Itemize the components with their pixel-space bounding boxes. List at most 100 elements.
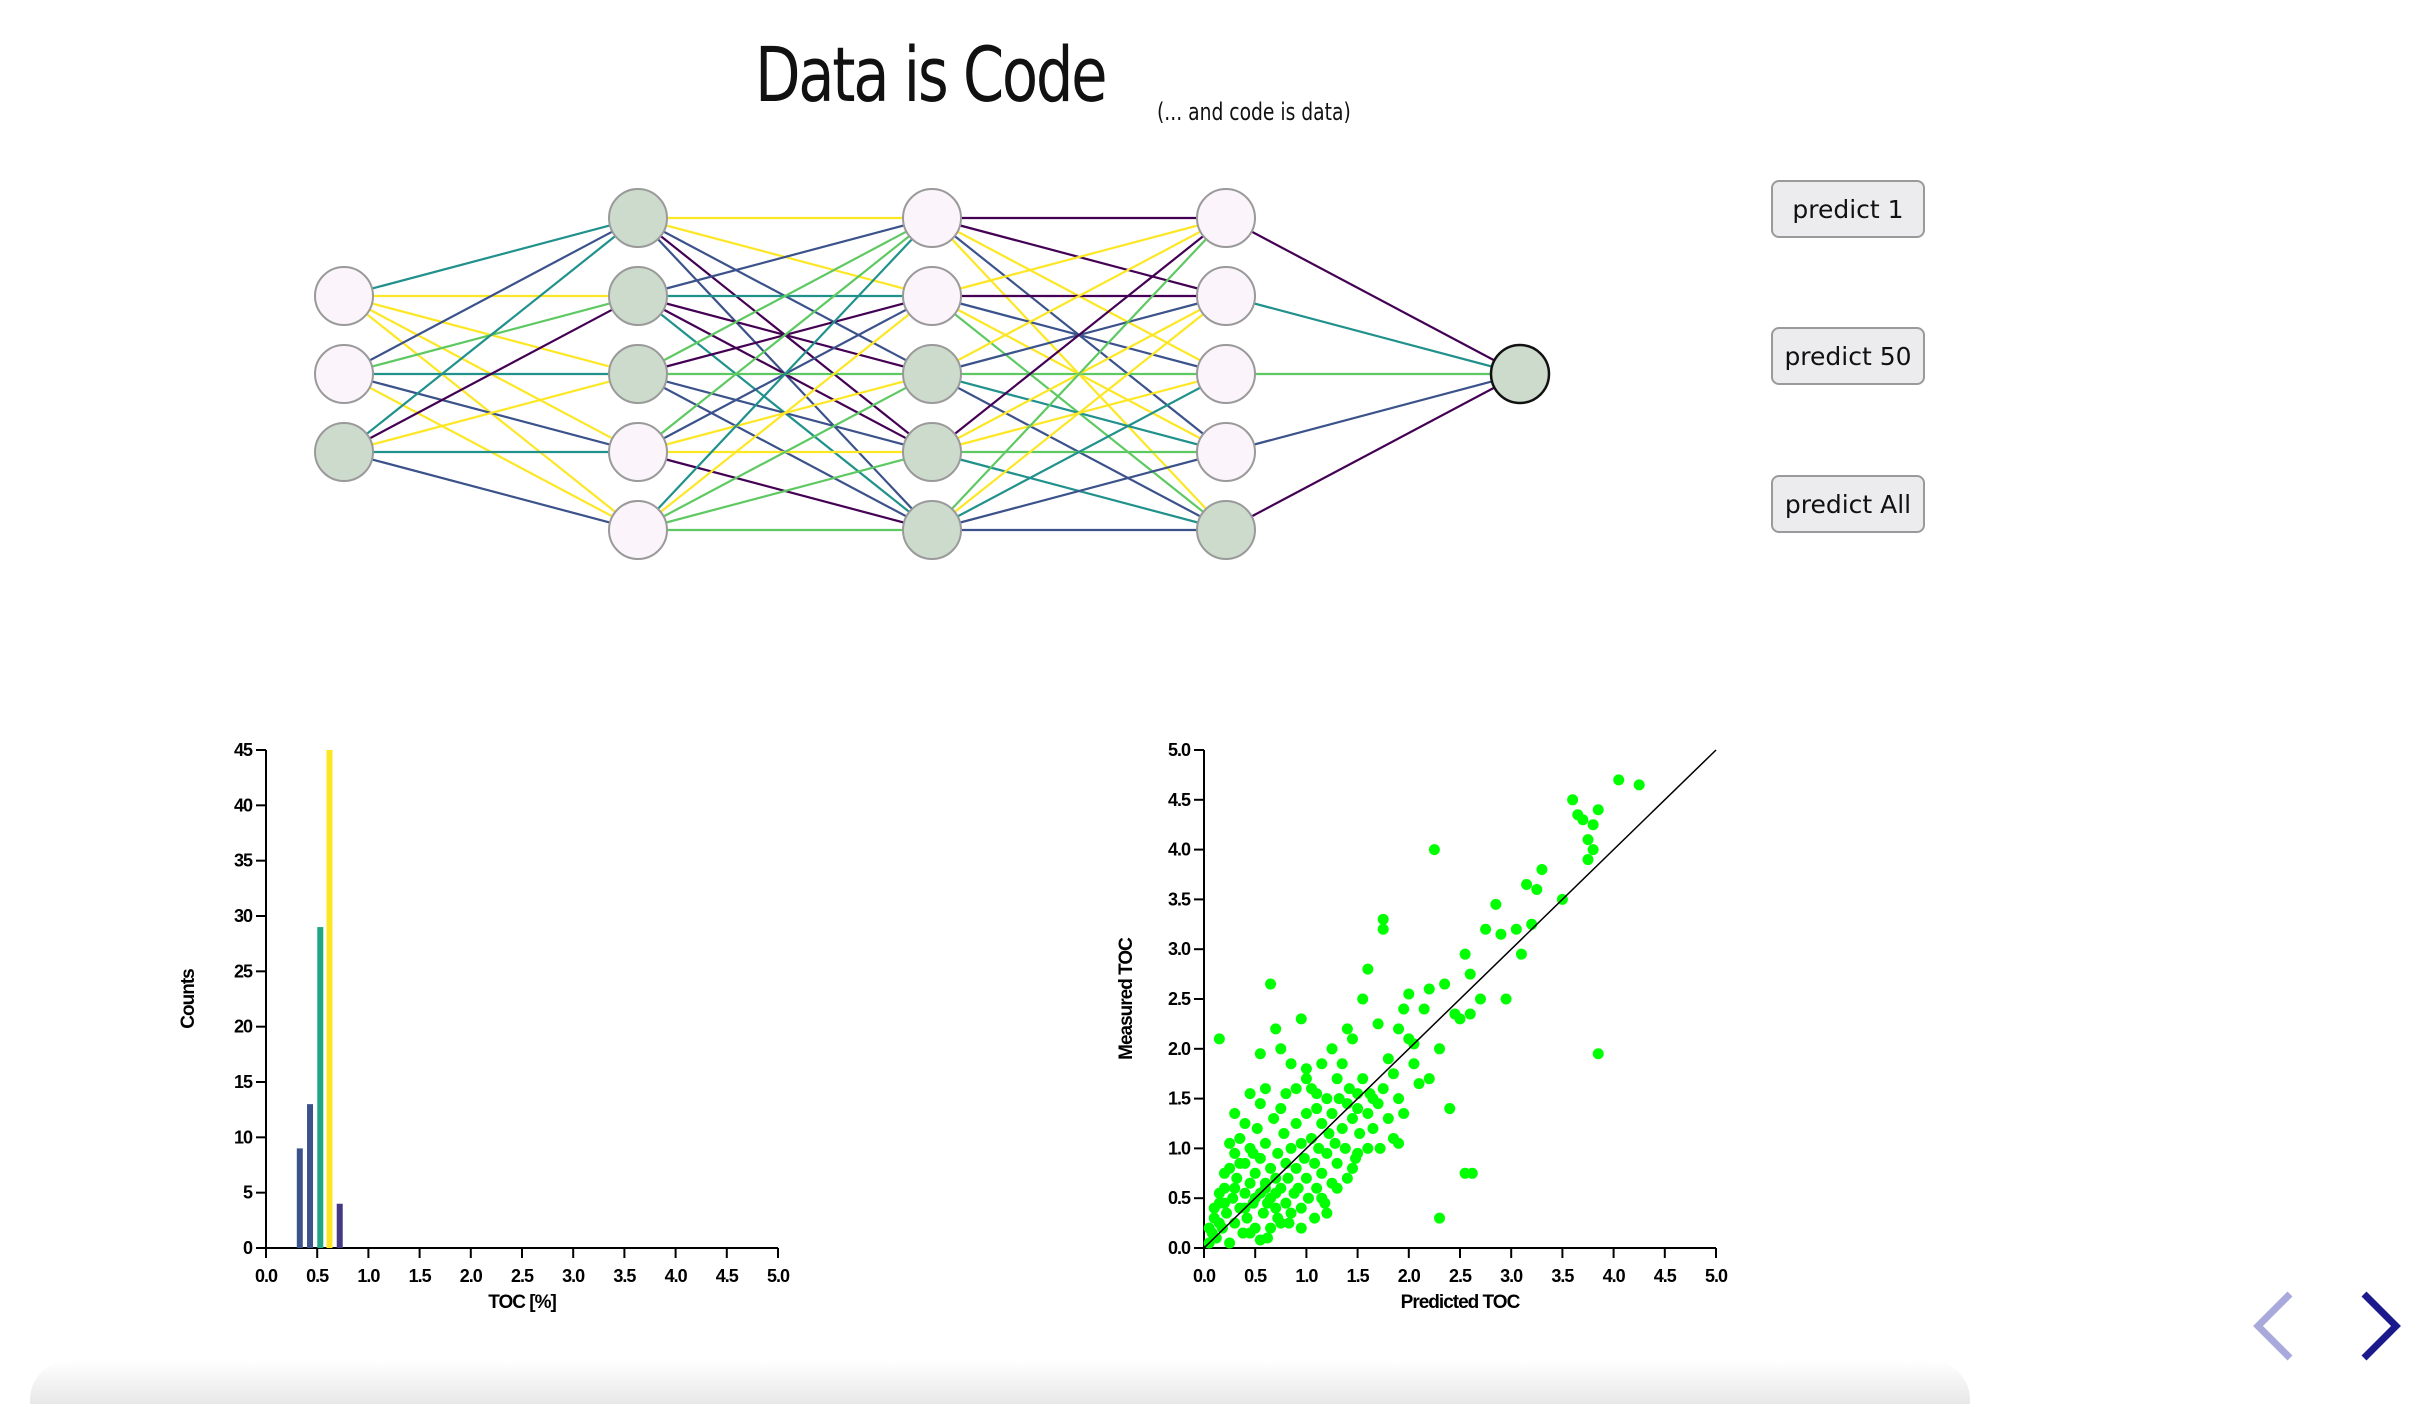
network-edge xyxy=(637,450,933,532)
scatter-point xyxy=(1227,1192,1239,1204)
scatter-x-axis-label: Predicted TOC xyxy=(1401,1292,1521,1313)
scatter-point xyxy=(1265,1222,1277,1234)
scatter-point xyxy=(1341,1172,1353,1184)
scatter-point xyxy=(1311,1103,1323,1115)
network-node xyxy=(1196,344,1256,404)
scatter-x-tick-label: 3.5 xyxy=(1551,1266,1574,1286)
hist-y-tick-label: 0 xyxy=(243,1238,253,1258)
network-edge xyxy=(343,216,639,298)
network-node xyxy=(902,422,962,482)
histogram-bar xyxy=(296,1148,303,1248)
network-edge xyxy=(637,295,933,531)
scatter-point xyxy=(1302,1192,1314,1204)
scatter-y-tick-label: 4.0 xyxy=(1168,840,1191,860)
scatter-point xyxy=(1341,1023,1353,1035)
hist-y-tick-label: 30 xyxy=(234,906,253,926)
scatter-point xyxy=(1224,1137,1236,1149)
predict-1-button[interactable]: predict 1 xyxy=(1771,180,1925,238)
scatter-point xyxy=(1244,1227,1256,1239)
hist-x-tick-label: 4.5 xyxy=(716,1266,739,1286)
scatter-point xyxy=(1382,1053,1394,1065)
scatter-point xyxy=(1408,1058,1420,1070)
scatter-point xyxy=(1357,1073,1369,1085)
scatter-point xyxy=(1306,1132,1318,1144)
histogram-bar xyxy=(326,750,333,1248)
scatter-point xyxy=(1272,1212,1284,1224)
hist-y-tick-label: 15 xyxy=(234,1072,253,1092)
scatter-point xyxy=(1259,1083,1271,1095)
scatter-point xyxy=(1316,1192,1328,1204)
scatter-point xyxy=(1336,1058,1348,1070)
predict-50-button[interactable]: predict 50 xyxy=(1771,327,1925,385)
scatter-y-tick-label: 1.5 xyxy=(1168,1089,1191,1109)
scatter-point xyxy=(1229,1147,1241,1159)
scatter-y-tick-label: 0.5 xyxy=(1168,1188,1191,1208)
scatter-point xyxy=(1577,814,1589,826)
scatter-point xyxy=(1428,844,1440,856)
scatter-point xyxy=(1474,993,1486,1005)
scatter-x-tick-label: 5.0 xyxy=(1705,1266,1728,1286)
scatter-point xyxy=(1364,1088,1376,1100)
scatter-point xyxy=(1259,1137,1271,1149)
scatter-point xyxy=(1434,1043,1446,1055)
scatter-point xyxy=(1265,1162,1277,1174)
network-edge xyxy=(931,216,1227,298)
scatter-point xyxy=(1423,1073,1435,1085)
scatter-y-tick-label: 0.0 xyxy=(1168,1238,1191,1258)
scatter-point xyxy=(1313,1142,1325,1154)
hist-x-tick-label: 4.0 xyxy=(665,1266,688,1286)
scatter-point xyxy=(1323,1127,1335,1139)
network-node xyxy=(608,188,668,248)
predict-all-button[interactable]: predict All xyxy=(1771,475,1925,533)
network-node xyxy=(902,344,962,404)
scatter-point xyxy=(1254,1048,1266,1060)
scatter-point xyxy=(1275,1103,1287,1115)
scatter-point xyxy=(1221,1207,1233,1219)
scatter-point xyxy=(1295,1013,1307,1025)
scatter-point xyxy=(1377,913,1389,925)
scatter-point xyxy=(1454,1013,1466,1025)
scatter-point xyxy=(1633,779,1645,791)
scatter-point xyxy=(1592,1048,1604,1060)
scatter-point xyxy=(1423,983,1435,995)
prev-slide-button[interactable] xyxy=(2244,1286,2314,1366)
scatter-point xyxy=(1362,1142,1374,1154)
scatter-point xyxy=(1362,963,1374,975)
scatter-point xyxy=(1300,1108,1312,1120)
scatter-point xyxy=(1372,1098,1384,1110)
scatter-point xyxy=(1374,1142,1386,1154)
network-edge xyxy=(1225,373,1521,531)
scatter-point xyxy=(1268,1113,1280,1125)
network-node xyxy=(608,500,668,560)
scatter-point xyxy=(1316,1058,1328,1070)
bottom-shadow xyxy=(30,1360,1970,1404)
scatter-point xyxy=(1331,1073,1343,1085)
scatter-point xyxy=(1398,1003,1410,1015)
scatter-point xyxy=(1495,928,1507,940)
scatter-point xyxy=(1295,1222,1307,1234)
network-node xyxy=(608,266,668,326)
scatter-point xyxy=(1244,1088,1256,1100)
scatter-point xyxy=(1582,854,1594,866)
scatter-point xyxy=(1265,978,1277,990)
network-edge xyxy=(1225,372,1521,454)
network-edge xyxy=(931,295,1227,531)
scatter-x-tick-label: 4.0 xyxy=(1603,1266,1626,1286)
scatter-point xyxy=(1290,1083,1302,1095)
next-slide-button[interactable] xyxy=(2346,1286,2416,1366)
scatter-y-axis-label: Measured TOC xyxy=(1116,937,1137,1060)
scatter-point xyxy=(1439,978,1451,990)
network-node xyxy=(902,188,962,248)
scatter-point xyxy=(1203,1222,1215,1234)
scatter-y-tick-label: 2.0 xyxy=(1168,1039,1191,1059)
scatter-point xyxy=(1434,1212,1446,1224)
scatter-point xyxy=(1218,1197,1230,1209)
scatter-point xyxy=(1275,1043,1287,1055)
network-edge xyxy=(343,217,639,453)
scatter-point xyxy=(1333,1093,1345,1105)
network-node xyxy=(1489,343,1551,405)
scatter-y-tick-label: 2.5 xyxy=(1168,989,1191,1009)
scatter-point xyxy=(1459,948,1471,960)
scatter-point xyxy=(1377,1083,1389,1095)
network-edge xyxy=(637,217,933,531)
